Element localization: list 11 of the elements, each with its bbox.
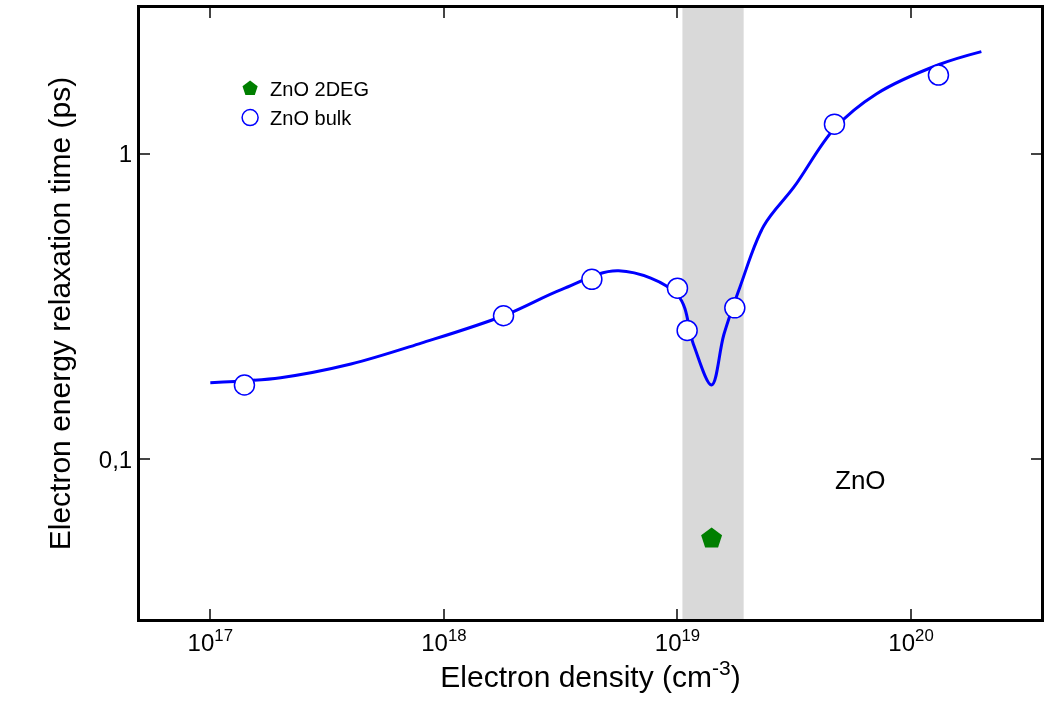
y-axis-title: Electron energy relaxation time (ps) [42, 76, 76, 551]
y-tick-label: 0,1 [98, 445, 133, 473]
annotation: ZnO [835, 465, 886, 495]
x-axis-title: Electron density (cm$^{-3}$) [440, 655, 741, 694]
legend-label: ZnO bulk [270, 107, 353, 130]
x-tick-label: 10$^{19}$ [654, 625, 701, 656]
x-tick-label: 10$^{17}$ [187, 625, 233, 656]
x-tick-label: 10$^{20}$ [888, 625, 934, 656]
legend-label: ZnO 2DEG [270, 78, 370, 101]
x-tick-label: 10$^{18}$ [421, 625, 467, 656]
y-tick-label: 1 [118, 140, 133, 168]
